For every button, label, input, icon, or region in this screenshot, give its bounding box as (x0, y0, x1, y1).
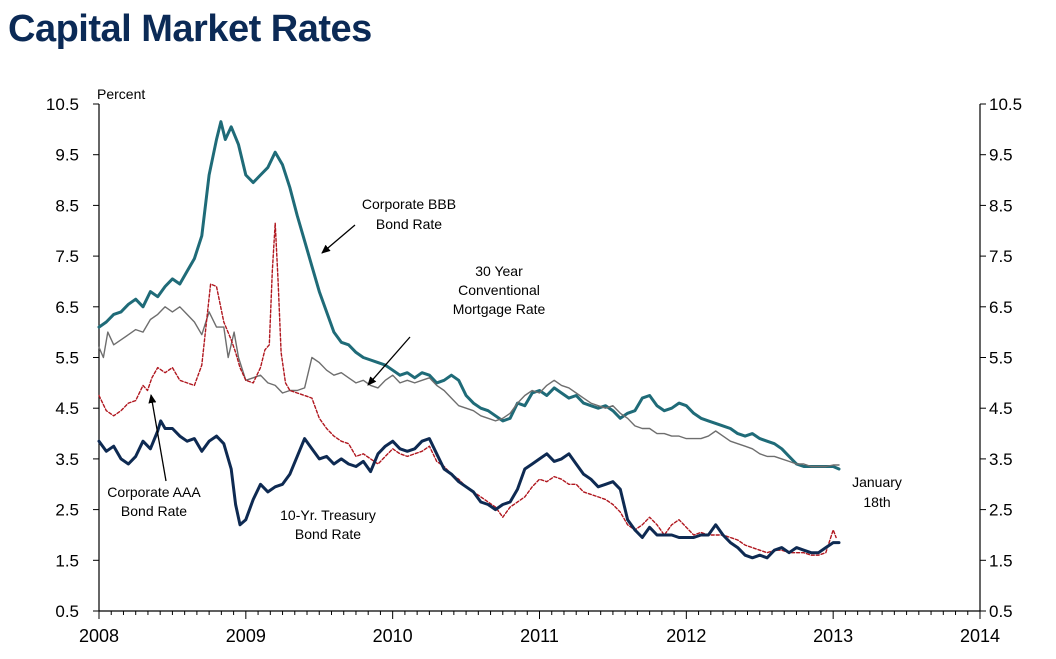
x-tick-label: 2009 (226, 626, 266, 646)
y-tick-label-left: 10.5 (46, 95, 79, 114)
y-tick-label-left: 8.5 (55, 196, 79, 215)
x-tick-label: 2014 (960, 626, 1000, 646)
x-tick-label: 2012 (666, 626, 706, 646)
y-tick-label-right: 7.5 (989, 247, 1013, 266)
y-tick-label-right: 0.5 (989, 602, 1013, 621)
y-tick-label-right: 5.5 (989, 349, 1013, 368)
annotation-label: Bond Rate (121, 503, 187, 519)
annotation-label: 18th (863, 494, 890, 510)
y-tick-label-right: 2.5 (989, 501, 1013, 520)
chart-title: Capital Market Rates (8, 8, 372, 50)
y-tick-label-right: 6.5 (989, 298, 1013, 317)
annotation-arrow (367, 336, 411, 386)
annotation-label: 30 Year (475, 263, 523, 279)
x-tick-label: 2011 (520, 626, 559, 646)
y-tick-label-left: 2.5 (55, 501, 79, 520)
y-tick-label-left: 9.5 (55, 146, 79, 165)
series-line-30-year-conventional-mortgage-rate (98, 306, 840, 468)
series-line-corporate-aaa-bond-rate (98, 222, 837, 556)
annotation-label: January (852, 474, 902, 490)
axes: Percent 10.5 10.5 9.5 9.5 8.5 8.5 7.5 7.5 6.5 6.5 5… (46, 86, 1022, 646)
annotation-label: Bond Rate (295, 526, 361, 542)
y-tick-label-left: 6.5 (55, 298, 79, 317)
annotation-label: Bond Rate (376, 216, 442, 232)
series-line-10-yr-treasury-bond-rate (97, 419, 841, 560)
y-tick-label-right: 3.5 (989, 450, 1013, 469)
annotation-label: Corporate BBB (362, 196, 456, 212)
y-tick-label-left: 7.5 (55, 247, 79, 266)
annotation-arrow (321, 224, 356, 254)
y-tick-label-left: 5.5 (55, 349, 79, 368)
annotation-label: Conventional (458, 282, 540, 298)
series-line-corporate-bbb-bond-rate (97, 120, 841, 471)
y-tick-label-right: 1.5 (989, 551, 1013, 570)
y-tick-label-right: 4.5 (989, 399, 1013, 418)
y-tick-label-left: 3.5 (55, 450, 79, 469)
annotation-label: Corporate AAA (107, 484, 201, 500)
y-unit-label: Percent (97, 86, 145, 102)
x-tick-label: 2013 (813, 626, 853, 646)
y-tick-label-right: 8.5 (989, 196, 1013, 215)
y-tick-label-right: 10.5 (989, 95, 1022, 114)
y-tick-label-right: 9.5 (989, 146, 1013, 165)
y-tick-label-left: 0.5 (55, 602, 79, 621)
y-tick-label-left: 4.5 (55, 399, 79, 418)
series-layer (97, 120, 841, 560)
annotation-arrow (148, 394, 167, 482)
annotation-label: Mortgage Rate (453, 301, 546, 317)
annotation-label: 10-Yr. Treasury (280, 507, 376, 523)
y-tick-label-left: 1.5 (55, 551, 79, 570)
x-tick-label: 2010 (373, 626, 413, 646)
x-tick-label: 2008 (79, 626, 119, 646)
annotations-layer: Corporate BBB Bond Rate 30 Year Conventiona… (107, 196, 902, 542)
